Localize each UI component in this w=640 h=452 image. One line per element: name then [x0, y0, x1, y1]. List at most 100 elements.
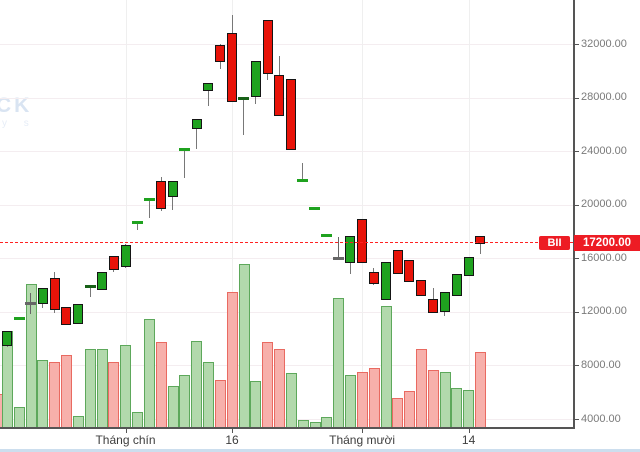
- candle-down[interactable]: [61, 306, 72, 325]
- volume-bar[interactable]: [96, 349, 108, 427]
- volume-bar[interactable]: [380, 306, 392, 427]
- candle-wick: [184, 149, 186, 178]
- candle-down[interactable]: [428, 298, 439, 313]
- volume-bar[interactable]: [321, 417, 333, 427]
- volume-bar[interactable]: [132, 412, 143, 427]
- watermark-subtext: y s: [2, 118, 36, 129]
- y-axis-tick: [573, 311, 579, 313]
- candle-down[interactable]: [108, 255, 119, 270]
- candle-doji[interactable]: [297, 179, 309, 183]
- volume-bar[interactable]: [439, 372, 451, 427]
- volume-bar[interactable]: [37, 360, 49, 427]
- candle-down[interactable]: [392, 250, 403, 274]
- y-axis-label: 28000.00: [581, 91, 627, 104]
- volume-bar[interactable]: [179, 375, 191, 427]
- candle-down[interactable]: [368, 271, 379, 285]
- candle-wick: [479, 235, 481, 255]
- grid-line-vertical: [125, 0, 127, 427]
- candle-doji[interactable]: [131, 220, 143, 224]
- candle-up[interactable]: [191, 119, 202, 129]
- volume-bar[interactable]: [262, 342, 274, 427]
- volume-bar[interactable]: [226, 292, 238, 427]
- candle-down[interactable]: [215, 45, 226, 62]
- volume-bar[interactable]: [404, 391, 416, 427]
- x-axis-line: [0, 427, 575, 429]
- candle-up[interactable]: [345, 235, 356, 263]
- volume-bar[interactable]: [61, 355, 72, 427]
- candle-up[interactable]: [439, 291, 450, 313]
- candle-down[interactable]: [274, 74, 285, 116]
- volume-bar[interactable]: [415, 349, 427, 427]
- volume-bar[interactable]: [120, 345, 132, 427]
- candle-up[interactable]: [250, 61, 261, 97]
- volume-bar[interactable]: [214, 380, 226, 427]
- candle-down[interactable]: [357, 219, 368, 263]
- volume-bar[interactable]: [167, 386, 179, 427]
- volume-bar[interactable]: [13, 407, 25, 427]
- volume-bar[interactable]: [463, 390, 475, 427]
- candle-doji[interactable]: [321, 234, 333, 237]
- volume-bar[interactable]: [72, 416, 84, 427]
- volume-bar[interactable]: [238, 264, 250, 427]
- volume-bar[interactable]: [155, 342, 167, 427]
- grid-line-horizontal: [0, 151, 573, 153]
- candle-up[interactable]: [451, 274, 462, 297]
- volume-bar[interactable]: [25, 284, 37, 427]
- y-axis-label: 20000.00: [581, 198, 627, 211]
- candle-down[interactable]: [404, 259, 415, 282]
- candle-up[interactable]: [2, 330, 13, 346]
- volume-bar[interactable]: [368, 368, 380, 427]
- candle-up[interactable]: [463, 256, 474, 277]
- candle-down[interactable]: [416, 279, 427, 297]
- candle-doji[interactable]: [179, 148, 191, 152]
- y-axis-tick: [573, 97, 579, 99]
- volume-bar[interactable]: [309, 422, 321, 427]
- x-axis-label: Tháng chín: [95, 433, 156, 447]
- candle-doji[interactable]: [143, 197, 155, 201]
- chart-plot[interactable]: CK y s: [0, 0, 573, 427]
- candle-doji[interactable]: [238, 97, 250, 101]
- x-axis-label: 16: [225, 433, 239, 447]
- volume-bar[interactable]: [191, 341, 203, 427]
- volume-bar[interactable]: [285, 373, 297, 427]
- candle-doji[interactable]: [309, 207, 321, 211]
- volume-bar[interactable]: [274, 349, 285, 427]
- volume-bar[interactable]: [392, 398, 404, 427]
- grid-line-horizontal: [0, 311, 573, 313]
- candle-down[interactable]: [286, 78, 297, 151]
- candle-doji[interactable]: [84, 284, 96, 288]
- candle-wick: [302, 163, 304, 182]
- volume-bar[interactable]: [203, 362, 214, 427]
- volume-bar[interactable]: [333, 298, 345, 427]
- volume-bar[interactable]: [297, 420, 309, 427]
- x-axis-tick: [468, 429, 470, 433]
- grid-line-vertical: [362, 0, 364, 427]
- volume-bar[interactable]: [143, 319, 155, 427]
- y-axis-label: 32000.00: [581, 37, 627, 50]
- candle-down[interactable]: [227, 33, 237, 103]
- candle-down[interactable]: [156, 180, 166, 210]
- candle-up[interactable]: [73, 303, 84, 325]
- candle-up[interactable]: [96, 271, 107, 290]
- volume-bar[interactable]: [427, 370, 439, 427]
- volume-bar[interactable]: [475, 352, 487, 427]
- ticker-badge: BII: [539, 236, 570, 250]
- volume-bar[interactable]: [49, 362, 61, 427]
- candle-up[interactable]: [120, 244, 131, 267]
- candle-up[interactable]: [37, 287, 48, 305]
- candle-doji[interactable]: [25, 302, 37, 306]
- candle-down[interactable]: [49, 278, 60, 310]
- volume-bar[interactable]: [451, 388, 463, 427]
- volume-bar[interactable]: [108, 362, 120, 427]
- volume-bar[interactable]: [356, 372, 368, 427]
- volume-bar[interactable]: [250, 381, 262, 427]
- volume-bar[interactable]: [345, 375, 356, 427]
- candle-doji[interactable]: [13, 317, 25, 320]
- candle-down[interactable]: [262, 19, 273, 75]
- candle-up[interactable]: [167, 180, 178, 198]
- candle-down[interactable]: [475, 235, 486, 245]
- candle-doji[interactable]: [332, 256, 344, 260]
- candle-up[interactable]: [203, 82, 214, 92]
- volume-bar[interactable]: [84, 349, 96, 427]
- candle-up[interactable]: [380, 262, 391, 301]
